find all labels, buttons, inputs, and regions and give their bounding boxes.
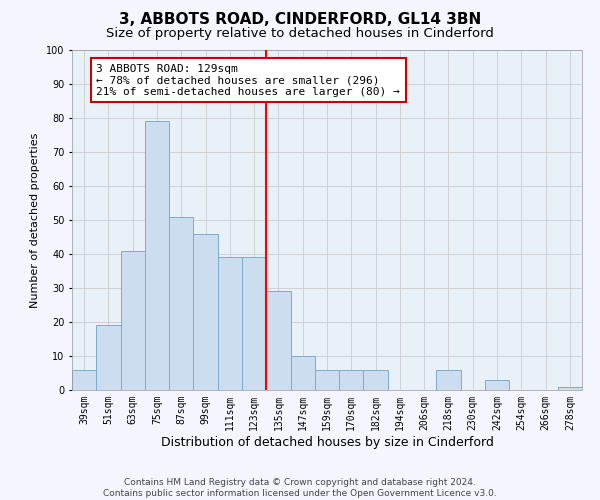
Bar — [72, 370, 96, 390]
Bar — [169, 216, 193, 390]
Bar — [96, 326, 121, 390]
Bar — [436, 370, 461, 390]
Bar — [485, 380, 509, 390]
Bar — [364, 370, 388, 390]
Bar — [558, 386, 582, 390]
Bar — [242, 258, 266, 390]
Text: 3 ABBOTS ROAD: 129sqm
← 78% of detached houses are smaller (296)
21% of semi-det: 3 ABBOTS ROAD: 129sqm ← 78% of detached … — [96, 64, 400, 97]
Text: Size of property relative to detached houses in Cinderford: Size of property relative to detached ho… — [106, 28, 494, 40]
Bar — [145, 122, 169, 390]
Y-axis label: Number of detached properties: Number of detached properties — [31, 132, 40, 308]
Bar — [266, 292, 290, 390]
Bar — [121, 250, 145, 390]
Bar — [339, 370, 364, 390]
Bar — [218, 258, 242, 390]
Bar — [315, 370, 339, 390]
Text: 3, ABBOTS ROAD, CINDERFORD, GL14 3BN: 3, ABBOTS ROAD, CINDERFORD, GL14 3BN — [119, 12, 481, 28]
Bar — [290, 356, 315, 390]
Text: Contains HM Land Registry data © Crown copyright and database right 2024.
Contai: Contains HM Land Registry data © Crown c… — [103, 478, 497, 498]
X-axis label: Distribution of detached houses by size in Cinderford: Distribution of detached houses by size … — [161, 436, 493, 448]
Bar — [193, 234, 218, 390]
